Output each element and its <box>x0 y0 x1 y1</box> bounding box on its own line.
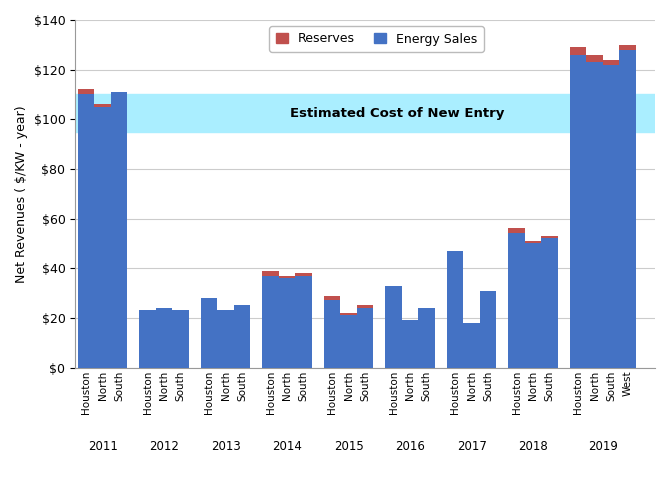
Bar <box>541 236 558 239</box>
Text: 2017: 2017 <box>457 440 486 453</box>
Bar <box>217 310 234 368</box>
Bar <box>295 273 312 276</box>
Bar <box>75 95 655 132</box>
Bar <box>509 228 525 233</box>
Bar <box>279 276 295 278</box>
Bar <box>570 48 586 55</box>
Bar <box>324 300 340 368</box>
Text: 2011: 2011 <box>88 440 117 453</box>
Bar <box>447 251 464 368</box>
Bar <box>464 323 480 368</box>
Bar <box>340 313 357 316</box>
Bar <box>139 310 156 368</box>
Bar <box>357 305 373 308</box>
Text: 2015: 2015 <box>334 440 364 453</box>
Bar <box>525 244 541 368</box>
Bar <box>324 295 340 300</box>
Text: 2016: 2016 <box>395 440 425 453</box>
Bar <box>201 298 217 368</box>
Bar <box>94 104 111 107</box>
Bar <box>619 45 636 50</box>
Bar <box>418 308 435 368</box>
Bar <box>541 239 558 368</box>
Bar <box>357 308 373 368</box>
Text: 2019: 2019 <box>588 440 618 453</box>
Bar <box>295 276 312 368</box>
Bar <box>402 320 418 368</box>
Text: 2018: 2018 <box>518 440 548 453</box>
Bar <box>172 310 189 368</box>
Bar <box>525 241 541 244</box>
Text: 2012: 2012 <box>149 440 179 453</box>
Bar <box>385 286 402 368</box>
Bar <box>480 291 496 368</box>
Text: Estimated Cost of New Entry: Estimated Cost of New Entry <box>289 107 504 120</box>
Bar <box>570 55 586 368</box>
Bar <box>509 233 525 368</box>
Legend: Reserves, Energy Sales: Reserves, Energy Sales <box>269 26 484 52</box>
Bar <box>94 107 111 368</box>
Text: 2014: 2014 <box>272 440 302 453</box>
Bar <box>263 276 279 368</box>
Bar <box>603 65 619 368</box>
Bar <box>279 278 295 368</box>
Bar <box>111 92 127 368</box>
Bar <box>586 62 603 368</box>
Bar <box>78 90 94 95</box>
Bar <box>263 270 279 276</box>
Bar <box>156 308 172 368</box>
Bar <box>619 50 636 368</box>
Text: 2013: 2013 <box>211 440 241 453</box>
Bar <box>603 60 619 65</box>
Bar <box>78 95 94 367</box>
Bar <box>234 305 251 368</box>
Bar <box>586 55 603 62</box>
Y-axis label: Net Revenues ( $/KW - year): Net Revenues ( $/KW - year) <box>15 105 28 283</box>
Bar <box>340 316 357 368</box>
